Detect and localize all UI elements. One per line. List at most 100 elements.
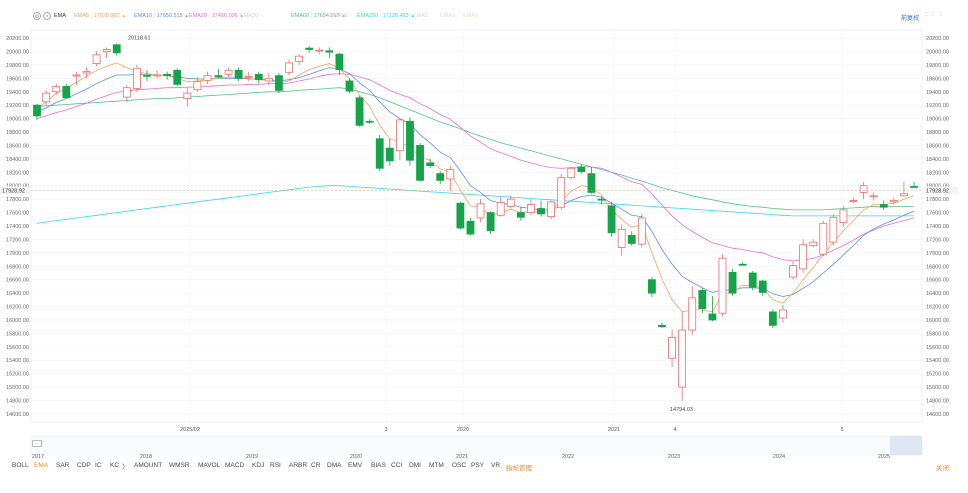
indicator-tab-mtm[interactable]: MTM — [429, 462, 444, 469]
candle-body — [92, 54, 101, 64]
candle-body — [789, 265, 797, 278]
chevron-right-icon[interactable]: 〉 — [122, 464, 129, 471]
indicator-tab-macd[interactable]: MACD — [225, 462, 245, 469]
legend-arrow-icon: ▲ — [239, 13, 244, 18]
y-tick-label-right: 16000.00 — [926, 318, 949, 324]
indicator-tab-ic[interactable]: IC — [95, 462, 102, 469]
candle-body — [627, 234, 636, 244]
candle-body — [305, 47, 314, 50]
indicator-tab-vr[interactable]: VR — [491, 462, 501, 469]
y-tick-label-left: 18800.00 — [6, 130, 29, 136]
indicator-tab-amount[interactable]: AMOUNT — [134, 462, 163, 469]
candle-body — [829, 216, 838, 243]
y-tick-label-right: 15600.00 — [926, 345, 949, 351]
current-price-tag-right — [924, 186, 958, 195]
legend-arrow-icon: ▲ — [341, 13, 346, 18]
indicator-tab-arbr[interactable]: ARBR — [289, 462, 308, 469]
candlestick-chart[interactable]: 14600.00 14600.00 14800.00 14800.00 15000.00… — [0, 0, 968, 460]
legend-item-6: EMA250 : 17128.493 ▲ — [357, 13, 415, 19]
y-tick-label-left: 20000.00 — [6, 49, 29, 55]
y-tick-label-left: 17800.00 — [6, 197, 29, 203]
y-tick-label-right: 18400.00 — [926, 157, 949, 163]
indicator-tab-rsi[interactable]: RSI — [270, 462, 281, 469]
x-tick-label: 2020 — [457, 427, 469, 433]
legend-item-2: EMA20 : 17416.006 ▲ — [189, 13, 244, 19]
close-icon[interactable]: × — [43, 12, 51, 20]
candle-body — [42, 92, 51, 103]
indicator-tab-kdj[interactable]: KDJ — [252, 462, 265, 469]
candle-body — [476, 203, 485, 219]
candle-body — [537, 208, 545, 215]
y-tick-label-left: 18600.00 — [6, 143, 29, 149]
indicator-tab-sar[interactable]: SAR — [56, 462, 70, 469]
y-tick-label-left: 19000.00 — [6, 117, 29, 123]
navigator-selection — [890, 436, 922, 455]
legend-item-7: EMA5 — [413, 13, 428, 19]
candle-body — [72, 74, 81, 77]
candle-body — [466, 220, 475, 235]
y-tick-label-left: 16800.00 — [6, 264, 29, 270]
candle-body — [456, 202, 465, 229]
candle-body — [163, 73, 172, 77]
legend-arrow-icon: ▲ — [184, 13, 189, 18]
y-tick-label-right: 16200.00 — [926, 305, 949, 311]
indicator-tab-kc[interactable]: KC — [110, 462, 120, 469]
candle-body — [910, 185, 918, 188]
candle-body — [658, 324, 666, 328]
y-tick-label-left: 15600.00 — [6, 345, 29, 351]
y-tick-label-left: 17000.00 — [6, 251, 29, 257]
indicator-tab-dma[interactable]: DMA — [327, 462, 342, 469]
close-indicator-button[interactable]: 关闭 — [936, 465, 949, 472]
candle-body — [748, 272, 757, 288]
candle-body — [355, 97, 364, 126]
y-tick-label-right: 17400.00 — [926, 224, 949, 230]
y-tick-label-right: 18200.00 — [926, 170, 949, 176]
candle-body — [597, 198, 606, 201]
candle-body — [698, 290, 707, 309]
indicator-manage-button[interactable]: 指标管理 — [506, 465, 532, 472]
candle-body — [132, 67, 141, 89]
navigator-year-label: 2019 — [246, 454, 258, 460]
navigator-handle[interactable]: ⋯ — [32, 440, 42, 447]
y-tick-label-left: 15000.00 — [6, 385, 29, 391]
navigator-year-label: 2023 — [668, 454, 680, 460]
indicator-tab-boll[interactable]: BOLL — [12, 462, 29, 469]
candle-body — [315, 49, 324, 52]
indicator-tab-wmsr[interactable]: WMSR — [169, 462, 190, 469]
y-tick-label-left: 19800.00 — [6, 63, 29, 69]
settings-icon[interactable]: ⚙ — [33, 12, 41, 20]
candle-body — [496, 202, 505, 216]
candle-body — [728, 271, 737, 294]
candle-body — [295, 55, 303, 62]
indicator-tab-bias[interactable]: BIAS — [371, 462, 386, 469]
candle-body — [275, 75, 283, 91]
candle-body — [900, 193, 908, 197]
indicator-tab-mavol[interactable]: MAVOL — [198, 462, 221, 469]
indicator-tab-osc[interactable]: OSC — [452, 462, 467, 469]
toolbar-icons[interactable]: ◌◌◌ — [924, 11, 946, 18]
candle-body — [325, 50, 334, 53]
candle-body — [557, 177, 566, 208]
indicator-tab-cdp[interactable]: CDP — [77, 462, 91, 469]
indicator-tab-ema[interactable]: EMA — [34, 462, 49, 469]
y-tick-label-left: 16400.00 — [6, 291, 29, 297]
min-value-label: 14794.03 — [670, 407, 693, 413]
candle-body — [758, 280, 767, 293]
x-tick-label: 5 — [840, 427, 843, 433]
indicator-legend-bar: ⚙ × EMA EMA5 : 17928.982 ▲ EMA10 : 17650.5… — [0, 11, 968, 25]
indicator-tab-cr[interactable]: CR — [311, 462, 321, 469]
indicator-tab-cci[interactable]: CCI — [391, 462, 403, 469]
y-tick-label-right: 16800.00 — [926, 264, 949, 270]
candle-body — [33, 104, 41, 117]
navigator-year-label: 2017 — [32, 454, 44, 460]
current-price-label-right: 17928.92 — [926, 188, 949, 194]
candle-body — [436, 173, 445, 181]
indicator-tab-psy[interactable]: PSY — [471, 462, 485, 469]
indicator-tab-dmi[interactable]: DMI — [409, 462, 421, 469]
indicator-tab-emv[interactable]: EMV — [348, 462, 363, 469]
candle-body — [395, 119, 404, 152]
legend-item-9: EMA0 — [463, 13, 478, 19]
candle-body — [406, 120, 414, 161]
candle-body — [52, 85, 61, 93]
fuquan-button[interactable]: 前复权 — [901, 16, 920, 22]
